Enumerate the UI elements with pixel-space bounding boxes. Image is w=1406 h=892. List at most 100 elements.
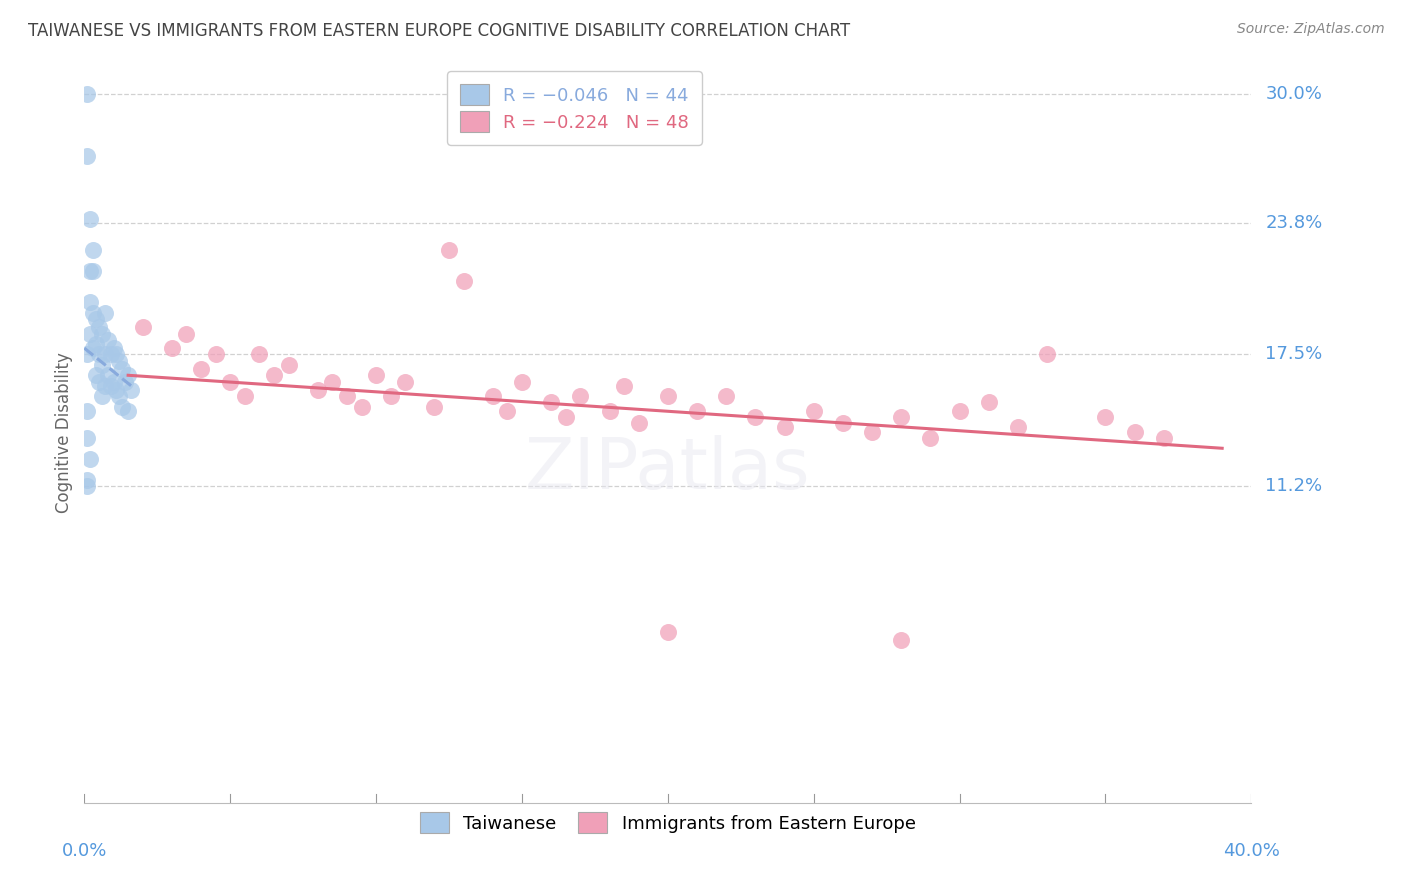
Point: [103, 341, 125, 355]
Point: [773, 420, 796, 434]
Point: [94, 306, 117, 320]
Point: [599, 403, 621, 417]
Point: [277, 358, 299, 372]
Text: 0.0%: 0.0%: [62, 842, 107, 860]
Point: [394, 375, 416, 389]
Text: TAIWANESE VS IMMIGRANTS FROM EASTERN EUROPE COGNITIVE DISABILITY CORRELATION CHA: TAIWANESE VS IMMIGRANTS FROM EASTERN EUR…: [28, 22, 851, 40]
Point: [117, 368, 139, 383]
Point: [108, 353, 131, 368]
Point: [437, 243, 460, 257]
Point: [84, 312, 107, 326]
Point: [111, 400, 134, 414]
Point: [105, 383, 128, 397]
Point: [84, 337, 107, 351]
Point: [82, 243, 104, 257]
Point: [657, 624, 679, 639]
Point: [87, 375, 110, 389]
Point: [423, 400, 446, 414]
Point: [686, 403, 709, 417]
Point: [76, 479, 98, 493]
Point: [657, 389, 679, 403]
Point: [744, 409, 766, 424]
Point: [627, 416, 650, 430]
Point: [100, 378, 122, 392]
Point: [803, 403, 825, 417]
Point: [613, 378, 636, 392]
Text: 23.8%: 23.8%: [1265, 214, 1323, 232]
Point: [554, 409, 576, 424]
Text: 17.5%: 17.5%: [1265, 345, 1323, 363]
Point: [263, 368, 285, 383]
Point: [90, 326, 112, 341]
Point: [1007, 420, 1029, 434]
Point: [890, 633, 912, 648]
Point: [890, 409, 912, 424]
Text: 30.0%: 30.0%: [1265, 85, 1322, 103]
Point: [949, 403, 972, 417]
Point: [132, 320, 155, 334]
Point: [82, 306, 104, 320]
Point: [87, 347, 110, 361]
Point: [76, 403, 98, 417]
Point: [97, 333, 120, 347]
Point: [350, 400, 373, 414]
Point: [482, 389, 505, 403]
Text: Source: ZipAtlas.com: Source: ZipAtlas.com: [1237, 22, 1385, 37]
Point: [76, 87, 98, 101]
Point: [79, 295, 101, 310]
Point: [94, 347, 117, 361]
Point: [510, 375, 533, 389]
Point: [380, 389, 402, 403]
Point: [76, 149, 98, 163]
Point: [321, 375, 343, 389]
Point: [1123, 425, 1146, 439]
Text: ZIPatlas: ZIPatlas: [524, 435, 811, 504]
Point: [114, 375, 136, 389]
Point: [233, 389, 256, 403]
Point: [105, 347, 128, 361]
Point: [82, 264, 104, 278]
Point: [219, 375, 242, 389]
Point: [79, 451, 101, 466]
Point: [117, 403, 139, 417]
Point: [76, 473, 98, 487]
Point: [90, 358, 112, 372]
Point: [84, 368, 107, 383]
Point: [120, 383, 142, 397]
Point: [336, 389, 359, 403]
Point: [94, 378, 117, 392]
Point: [307, 383, 329, 397]
Point: [204, 347, 226, 361]
Point: [1094, 409, 1116, 424]
Point: [176, 326, 198, 341]
Point: [190, 362, 212, 376]
Point: [76, 347, 98, 361]
Point: [496, 403, 519, 417]
Point: [79, 264, 101, 278]
Point: [160, 341, 183, 355]
Point: [920, 431, 942, 445]
Text: 40.0%: 40.0%: [1223, 842, 1279, 860]
Point: [977, 395, 1000, 409]
Point: [82, 341, 104, 355]
Point: [108, 389, 131, 403]
Point: [100, 347, 122, 361]
Point: [453, 274, 475, 288]
Point: [716, 389, 738, 403]
Point: [79, 326, 101, 341]
Point: [1036, 347, 1059, 361]
Point: [90, 389, 112, 403]
Point: [97, 368, 120, 383]
Point: [103, 375, 125, 389]
Point: [860, 425, 883, 439]
Point: [79, 211, 101, 226]
Point: [366, 368, 388, 383]
Point: [569, 389, 592, 403]
Point: [249, 347, 271, 361]
Point: [111, 362, 134, 376]
Text: 11.2%: 11.2%: [1265, 477, 1323, 495]
Y-axis label: Cognitive Disability: Cognitive Disability: [55, 352, 73, 513]
Point: [1153, 431, 1175, 445]
Point: [540, 395, 562, 409]
Legend: Taiwanese, Immigrants from Eastern Europe: Taiwanese, Immigrants from Eastern Europ…: [408, 799, 928, 846]
